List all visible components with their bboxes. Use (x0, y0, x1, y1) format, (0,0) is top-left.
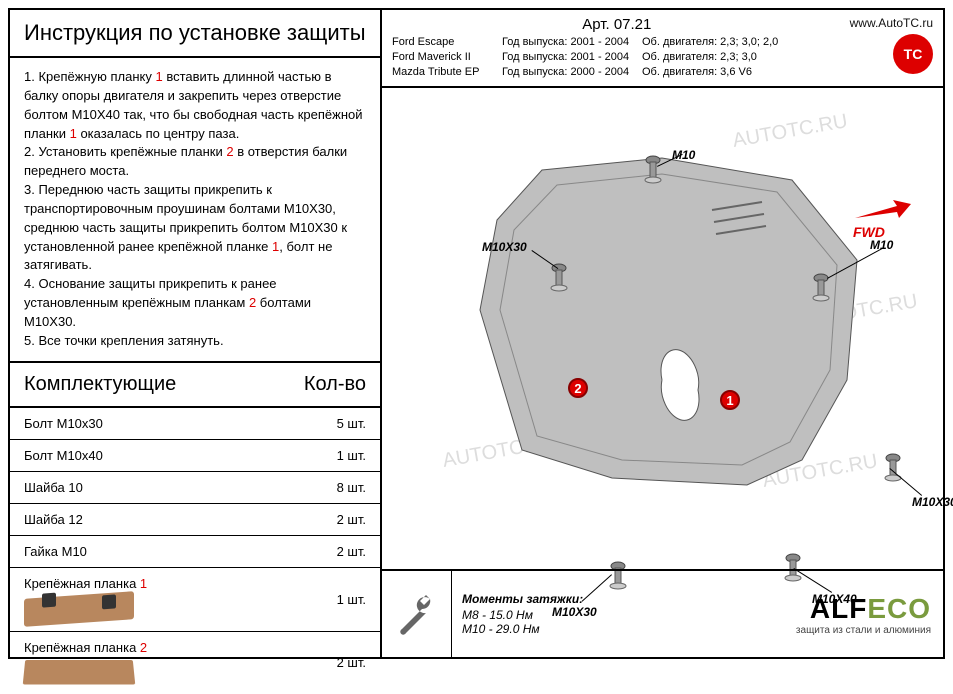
tagline: защита из стали и алюминия (796, 625, 931, 636)
components-header: Комплектующие Кол-во (10, 363, 380, 408)
torque-info: Моменты затяжки: M8 - 15.0 Нм M10 - 29.0… (452, 571, 784, 657)
qty-label: Кол-во (304, 373, 366, 396)
bolt-label: M10 (672, 148, 695, 162)
doc-title: Инструкция по установке защиты (10, 10, 380, 58)
tc-badge-icon: TC (893, 34, 933, 74)
table-row: Шайба 108 шт. (10, 472, 380, 504)
bolt-label: M10X30 (912, 495, 953, 509)
header-right: www.AutoTC.ru TC (850, 16, 933, 80)
plank2-swatch (23, 660, 136, 684)
bolt-icon (884, 452, 902, 487)
plank1-label: Крепёжная планка 1 (24, 576, 147, 623)
shield-diagram (462, 150, 882, 510)
plank2-label: Крепёжная планка 2 (24, 640, 147, 685)
left-column: Инструкция по установке защиты 1. Крепёж… (10, 10, 380, 657)
site-url: www.AutoTC.ru (850, 16, 933, 30)
bolt-label: M10 (870, 238, 893, 252)
article-number: Арт. 07.21 (392, 16, 842, 33)
callout-2: 2 (568, 378, 588, 398)
table-row: Гайка М102 шт. (10, 536, 380, 568)
bolt-label: M10X30 (482, 240, 527, 254)
plank1-swatch (24, 591, 134, 627)
torque-m8: M8 - 15.0 Нм (462, 608, 774, 622)
alfeco-logo: ALFECO (810, 593, 931, 625)
header-left: Арт. 07.21 Ford EscapeГод выпуска: 2001 … (392, 16, 842, 80)
bolt-icon (644, 154, 662, 189)
callout-1: 1 (720, 390, 740, 410)
components-table: Болт М10х305 шт.Болт М10х401 шт.Шайба 10… (10, 408, 380, 568)
table-row: Шайба 122 шт. (10, 504, 380, 536)
right-column: Арт. 07.21 Ford EscapeГод выпуска: 2001 … (380, 10, 943, 657)
instructions-text: 1. Крепёжную планку 1 вставить длинной ч… (10, 58, 380, 363)
table-row: Крепёжная планка 1 1 шт. (10, 568, 380, 632)
watermark: AUTOTC.RU (731, 110, 850, 153)
table-row: Крепёжная планка 2 2 шт. (10, 632, 380, 694)
bolt-icon (550, 262, 568, 297)
footer: Моменты затяжки: M8 - 15.0 Нм M10 - 29.0… (382, 569, 943, 657)
plank2-qty: 2 шт. (337, 655, 366, 670)
plank1-qty: 1 шт. (337, 592, 366, 607)
fwd-arrow: FWD (853, 200, 913, 240)
torque-title: Моменты затяжки: (462, 592, 774, 606)
document-frame: Инструкция по установке защиты 1. Крепёж… (8, 8, 945, 659)
components-label: Комплектующие (24, 373, 176, 396)
diagram-area: AUTOTC.RU AUTOTC.RU AUTOTC.RU AUTOTC.RU … (382, 100, 943, 567)
table-row: Болт М10х305 шт. (10, 408, 380, 440)
header-info: Арт. 07.21 Ford EscapeГод выпуска: 2001 … (382, 10, 943, 88)
logo-block: ALFECO защита из стали и алюминия (784, 571, 943, 657)
table-row: Болт М10х401 шт. (10, 440, 380, 472)
wrench-icon (382, 571, 452, 657)
torque-m10: M10 - 29.0 Нм (462, 622, 774, 636)
vehicle-grid: Ford EscapeГод выпуска: 2001 - 2004Об. д… (392, 35, 842, 80)
